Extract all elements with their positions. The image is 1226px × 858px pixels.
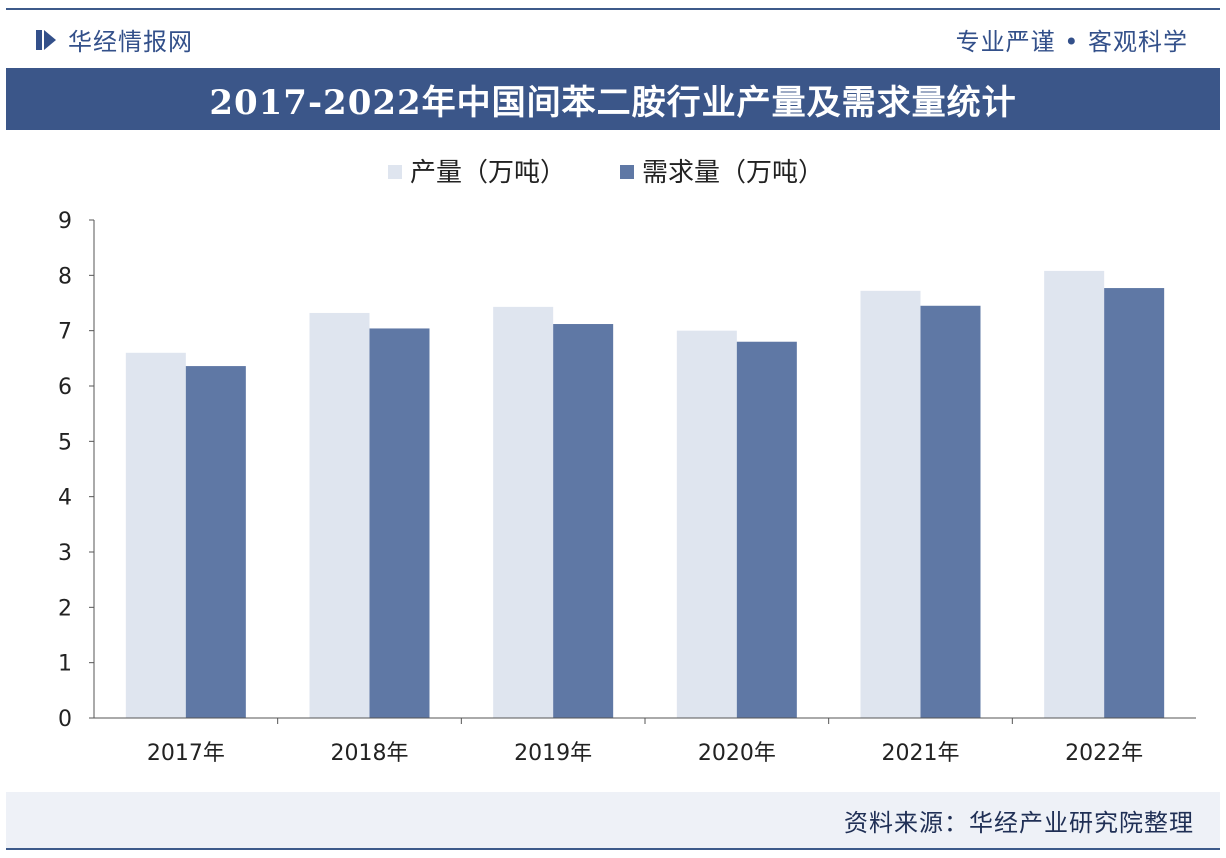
bar-production-2020年 [676,330,737,718]
bar-demand-2019年 [553,324,614,718]
title-bar: 2017-2022年中国间苯二胺行业产量及需求量统计 [6,68,1220,130]
bar-production-2021年 [860,290,921,718]
y-tick-label: 3 [58,541,72,566]
source-bar: 资料来源：华经产业研究院整理 [6,792,1220,848]
y-tick-label: 8 [58,264,72,289]
bar-chart: 产量（万吨） 需求量（万吨） 0 1 2 3 4 5 6 7 8 9 2017年 2018年 2019年… [58,158,1196,766]
bar-production-2018年 [309,312,370,718]
y-tick-label: 1 [58,652,72,677]
y-tick-label: 9 [58,209,72,234]
x-tick-label: 2019年 [514,741,592,766]
y-tick-label: 5 [58,430,72,455]
x-tick-label: 2022年 [1065,741,1143,766]
bar-production-2019年 [493,306,554,718]
y-tick-label: 6 [58,375,72,400]
top-rule [6,8,1220,10]
x-tick-label: 2020年 [698,741,776,766]
legend: 产量（万吨） 需求量（万吨） [388,158,824,188]
bar-production-2017年 [125,352,186,718]
y-tick-label: 4 [58,486,72,511]
legend-swatch-1 [388,165,402,179]
legend-label-1: 产量（万吨） [410,158,566,188]
bottom-rule [6,848,1220,850]
bar-demand-2021年 [920,305,981,718]
bar-production-2022年 [1044,270,1105,718]
bar-demand-2017年 [185,366,246,718]
legend-label-2: 需求量（万吨） [642,158,824,188]
brand-name: 华经情报网 [68,28,193,56]
bar-demand-2020年 [736,341,797,718]
y-tick-label: 7 [58,320,72,345]
source-note: 资料来源：华经产业研究院整理 [844,808,1194,837]
brand: 华经情报网 [34,22,193,57]
bar-demand-2022年 [1104,288,1165,718]
y-axis: 0 1 2 3 4 5 6 7 8 9 [58,209,95,732]
brand-logo-icon [36,29,56,50]
chart-title: 2017-2022年中国间苯二胺行业产量及需求量统计 [209,82,1017,123]
slogan: 专业严谨 • 客观科学 [955,28,1188,56]
y-tick-label: 2 [58,596,72,621]
x-tick-label: 2017年 [147,741,225,766]
bar-demand-2018年 [369,328,430,718]
bars [125,270,1165,718]
x-tick-label: 2021年 [882,741,960,766]
x-axis: 2017年 2018年 2019年 2020年 2021年 2022年 [94,717,1196,766]
x-tick-label: 2018年 [331,741,409,766]
legend-swatch-2 [620,165,634,179]
y-tick-label: 0 [58,707,72,732]
